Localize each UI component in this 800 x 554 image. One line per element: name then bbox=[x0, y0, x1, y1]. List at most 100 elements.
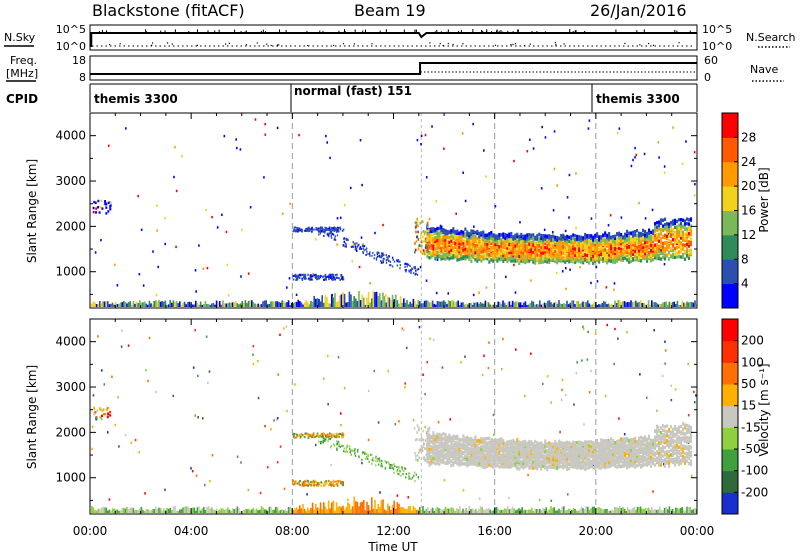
band-echo bbox=[510, 231, 513, 236]
frequency-traces bbox=[90, 62, 697, 75]
band-echo bbox=[602, 460, 605, 464]
band-echo bbox=[656, 228, 659, 232]
band-echo bbox=[478, 438, 481, 443]
band-echo bbox=[608, 449, 611, 454]
band-echo bbox=[480, 458, 483, 463]
band-echo bbox=[474, 238, 477, 243]
band-echo bbox=[673, 225, 677, 229]
band-echo bbox=[512, 259, 515, 263]
band-echo bbox=[600, 449, 603, 453]
band-echo bbox=[510, 448, 513, 452]
ground-scatter bbox=[262, 301, 264, 307]
band-echo bbox=[442, 228, 445, 232]
streak-echo bbox=[375, 455, 377, 458]
streak-echo bbox=[384, 466, 387, 469]
band-echo bbox=[554, 257, 557, 261]
band-echo bbox=[452, 229, 455, 234]
streak-echo bbox=[346, 445, 349, 448]
band-echo bbox=[476, 236, 479, 241]
patch-echo bbox=[328, 226, 331, 229]
band-echo bbox=[442, 458, 445, 462]
ground-scatter bbox=[332, 297, 335, 307]
band-echo bbox=[466, 443, 469, 447]
band-echo bbox=[428, 449, 431, 453]
band-echo bbox=[675, 228, 679, 232]
band-echo bbox=[652, 229, 655, 233]
band-echo bbox=[566, 443, 569, 448]
band-echo bbox=[510, 239, 513, 243]
patch-echo bbox=[342, 433, 345, 436]
onset-echo bbox=[426, 229, 429, 233]
band-echo bbox=[518, 256, 521, 261]
patch-echo bbox=[307, 480, 310, 483]
band-echo bbox=[484, 239, 487, 243]
ground-scatter bbox=[679, 304, 682, 307]
band-echo bbox=[504, 257, 507, 261]
band-echo bbox=[538, 258, 541, 262]
ground-scatter bbox=[515, 301, 517, 307]
sparse-echo bbox=[447, 292, 450, 295]
sparse-echo bbox=[617, 337, 619, 340]
patch-echo bbox=[304, 229, 307, 232]
band-echo bbox=[560, 453, 563, 457]
streak-echo bbox=[391, 265, 394, 268]
patch-echo bbox=[311, 435, 314, 438]
sparse-echo bbox=[404, 386, 406, 389]
band-echo bbox=[484, 440, 487, 445]
colorbar-tick-label: 8 bbox=[741, 252, 749, 266]
band-echo bbox=[448, 240, 451, 245]
band-echo bbox=[606, 461, 609, 465]
patch-echo bbox=[341, 481, 343, 484]
band-echo bbox=[612, 459, 615, 463]
streak-echo bbox=[331, 232, 334, 235]
band-echo bbox=[671, 245, 675, 249]
band-echo bbox=[452, 445, 455, 449]
streak-echo bbox=[371, 254, 373, 257]
band-echo bbox=[679, 224, 683, 229]
band-echo bbox=[578, 240, 581, 244]
ground-scatter bbox=[563, 506, 565, 513]
ground-scatter bbox=[95, 510, 98, 513]
streak-echo bbox=[375, 464, 377, 467]
band-echo bbox=[679, 217, 683, 222]
sparse-echo bbox=[575, 172, 577, 175]
band-echo bbox=[671, 233, 675, 237]
band-echo bbox=[474, 244, 477, 248]
sparse-echo bbox=[294, 383, 296, 386]
ground-scatter bbox=[155, 506, 157, 513]
patch-echo bbox=[340, 482, 342, 485]
ground-scatter bbox=[596, 507, 599, 513]
ground-scatter bbox=[579, 509, 581, 513]
streak-echo bbox=[410, 272, 412, 275]
streak-echo bbox=[354, 244, 356, 247]
band-echo bbox=[496, 244, 499, 248]
n-search-point bbox=[442, 44, 444, 47]
streak-echo bbox=[349, 445, 351, 448]
band-echo bbox=[659, 251, 663, 255]
streak-echo bbox=[354, 246, 357, 249]
n-search-point bbox=[678, 42, 680, 44]
band-echo bbox=[470, 436, 473, 441]
patch-echo bbox=[332, 276, 335, 279]
band-echo bbox=[470, 245, 473, 249]
band-echo bbox=[476, 463, 479, 467]
band-echo bbox=[528, 444, 531, 448]
ground-scatter bbox=[217, 510, 219, 513]
ground-scatter bbox=[116, 304, 119, 307]
band-echo bbox=[673, 252, 677, 256]
patch-echo bbox=[315, 274, 317, 277]
band-echo bbox=[460, 253, 463, 257]
ground-scatter bbox=[147, 509, 149, 513]
sparse-echo bbox=[252, 353, 254, 356]
band-echo bbox=[472, 452, 475, 456]
band-echo bbox=[592, 250, 595, 255]
ground-scatter bbox=[452, 508, 455, 513]
band-echo bbox=[518, 442, 521, 447]
band-echo bbox=[652, 253, 655, 258]
band-echo bbox=[576, 258, 579, 263]
ground-scatter bbox=[518, 508, 520, 513]
band-echo bbox=[516, 443, 519, 448]
onset-echo bbox=[419, 221, 422, 225]
ground-scatter bbox=[107, 301, 109, 307]
band-echo bbox=[582, 441, 585, 446]
